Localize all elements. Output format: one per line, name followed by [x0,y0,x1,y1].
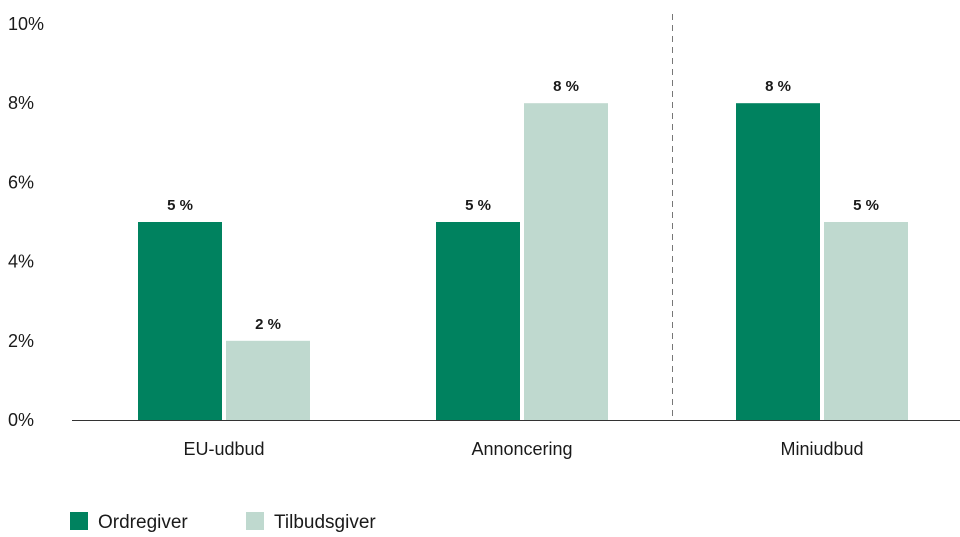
y-tick-label: 8% [8,93,34,113]
bar-ordregiver-miniudbud [736,103,820,420]
legend-swatch [246,512,264,530]
data-label: 8 % [765,78,791,95]
legend-label: Tilbudsgiver [274,512,376,532]
y-tick-label: 10% [8,14,44,34]
y-tick-label: 0% [8,410,34,430]
x-tick-label: Annoncering [471,439,572,459]
legend-label: Ordregiver [98,512,188,532]
bar-tilbudsgiver-eu-udbud [226,340,310,420]
x-tick-label: Miniudbud [780,439,863,459]
bar-tilbudsgiver-miniudbud [824,222,908,420]
data-labels-group: 5 % 2 % 5 % 8 % 8 % 5 % [167,78,879,333]
y-axis-ticks: 0% 2% 4% 6% 8% 10% [8,14,44,430]
x-tick-label: EU-udbud [183,439,264,459]
y-tick-label: 2% [8,331,34,351]
data-label: 5 % [167,197,193,214]
legend-item-ordregiver: Ordregiver [70,512,188,533]
bar-tilbudsgiver-annoncering [524,103,608,420]
legend-item-tilbudsgiver: Tilbudsgiver [246,512,376,533]
bar-ordregiver-annoncering [436,222,520,420]
data-label: 5 % [853,197,879,214]
bars-group [138,103,908,420]
data-label: 2 % [255,316,281,333]
legend-swatch [70,512,88,530]
legend: Ordregiver Tilbudsgiver [70,512,376,533]
data-label: 5 % [465,197,491,214]
y-tick-label: 4% [8,252,34,272]
data-label: 8 % [553,78,579,95]
category-labels-group: EU-udbud Annoncering Miniudbud [183,439,863,459]
bar-ordregiver-eu-udbud [138,222,222,420]
y-tick-label: 6% [8,172,34,192]
